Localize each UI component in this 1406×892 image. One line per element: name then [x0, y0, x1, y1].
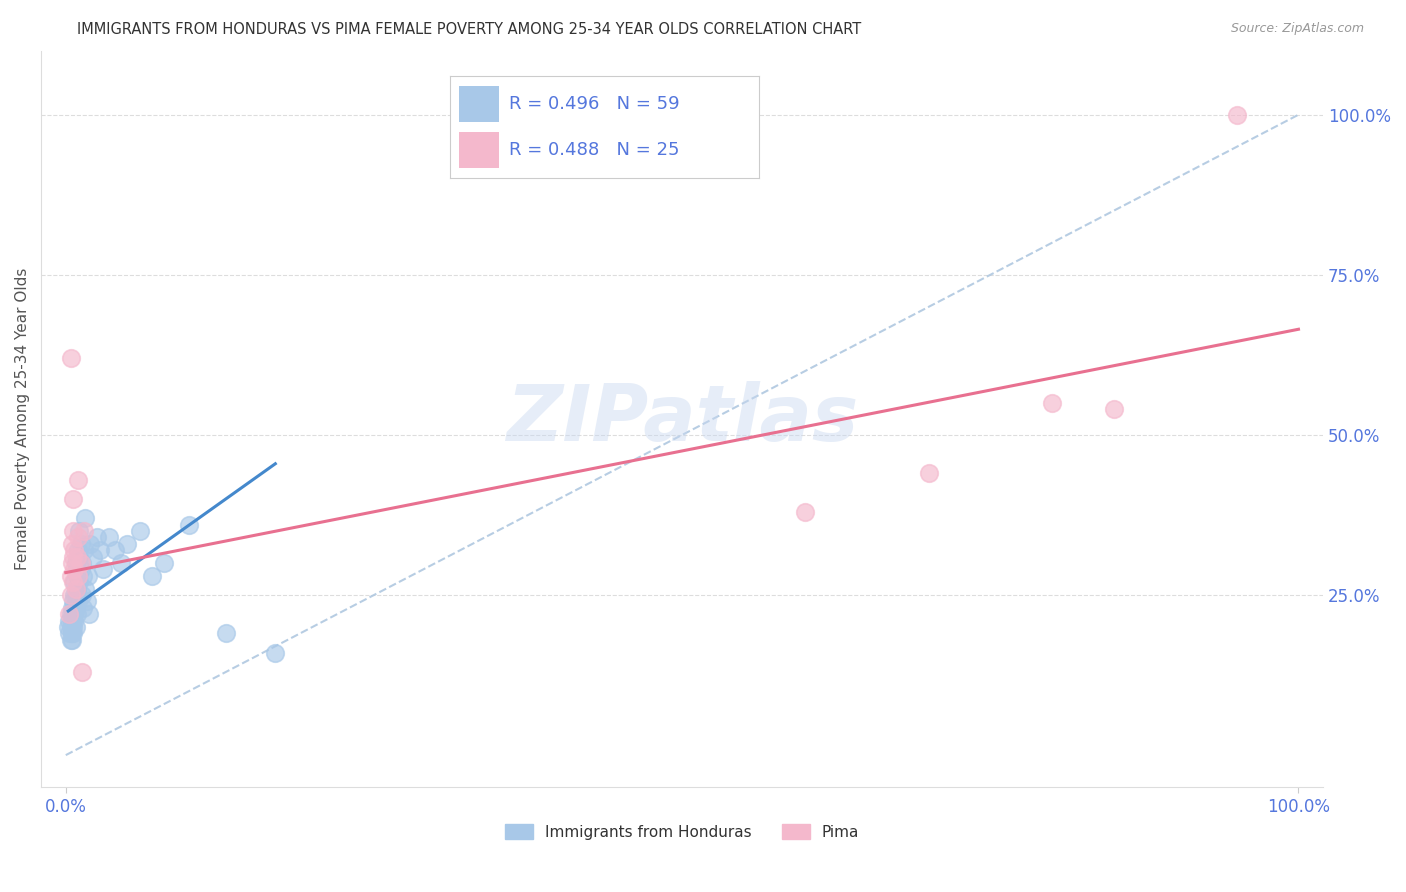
Point: [60, 600, 83, 615]
Point: [63, 588, 86, 602]
Point: [59, 620, 82, 634]
Text: R = 0.488   N = 25: R = 0.488 N = 25: [509, 141, 679, 159]
Point: [67, 575, 90, 590]
Legend: Immigrants from Honduras, Pima: Immigrants from Honduras, Pima: [499, 818, 865, 846]
Point: [65, 620, 87, 634]
Point: [65, 588, 87, 602]
Point: [60, 556, 83, 570]
Point: [1226, 108, 1249, 122]
Point: [66, 562, 89, 576]
Point: [77, 607, 100, 622]
Point: [70, 665, 93, 679]
Point: [153, 556, 176, 570]
Point: [215, 626, 238, 640]
Point: [69, 562, 91, 576]
Point: [67, 569, 90, 583]
Point: [60, 614, 83, 628]
Point: [63, 543, 86, 558]
Point: [141, 569, 163, 583]
Point: [794, 505, 817, 519]
Point: [70, 556, 93, 570]
Point: [62, 594, 84, 608]
Point: [62, 491, 84, 506]
Point: [59, 351, 82, 365]
Point: [86, 530, 108, 544]
Point: [62, 575, 84, 590]
Point: [59, 632, 82, 647]
Text: ZIPatlas: ZIPatlas: [506, 381, 858, 457]
Text: R = 0.496   N = 59: R = 0.496 N = 59: [509, 95, 679, 113]
Point: [65, 600, 87, 615]
Point: [67, 473, 90, 487]
Point: [65, 582, 87, 596]
Point: [73, 524, 96, 538]
Point: [62, 524, 84, 538]
Point: [69, 537, 91, 551]
Text: Source: ZipAtlas.com: Source: ZipAtlas.com: [1230, 22, 1364, 36]
Point: [66, 549, 89, 564]
Point: [58, 607, 80, 622]
Point: [177, 517, 200, 532]
Point: [62, 549, 84, 564]
Point: [97, 530, 120, 544]
Point: [66, 582, 89, 596]
Point: [70, 588, 93, 602]
Point: [58, 626, 80, 640]
Point: [58, 620, 80, 634]
Point: [104, 543, 127, 558]
Point: [264, 646, 287, 660]
Text: IMMIGRANTS FROM HONDURAS VS PIMA FEMALE POVERTY AMONG 25-34 YEAR OLDS CORRELATIO: IMMIGRANTS FROM HONDURAS VS PIMA FEMALE …: [77, 22, 862, 37]
Point: [63, 614, 86, 628]
Point: [60, 632, 83, 647]
Point: [67, 569, 90, 583]
Point: [67, 594, 90, 608]
Point: [63, 600, 86, 615]
Point: [62, 607, 84, 622]
Point: [62, 626, 84, 640]
Point: [75, 582, 97, 596]
Point: [110, 556, 132, 570]
Point: [128, 524, 150, 538]
Point: [63, 562, 86, 576]
Point: [89, 543, 111, 558]
Point: [59, 569, 82, 583]
Point: [76, 594, 98, 608]
Point: [66, 607, 89, 622]
Point: [73, 543, 96, 558]
Bar: [460, 87, 499, 122]
Point: [1102, 402, 1125, 417]
Point: [1040, 396, 1063, 410]
Point: [63, 607, 86, 622]
Point: [75, 511, 97, 525]
Point: [918, 467, 941, 481]
Y-axis label: Female Poverty Among 25-34 Year Olds: Female Poverty Among 25-34 Year Olds: [15, 268, 30, 570]
Point: [69, 556, 91, 570]
Point: [91, 562, 114, 576]
Point: [62, 620, 84, 634]
Point: [60, 626, 83, 640]
Point: [72, 600, 94, 615]
Point: [67, 543, 90, 558]
Point: [59, 588, 82, 602]
Point: [65, 556, 87, 570]
Point: [59, 607, 82, 622]
Point: [79, 537, 101, 551]
Point: [77, 569, 100, 583]
Point: [67, 530, 90, 544]
Bar: [460, 132, 499, 168]
Point: [67, 524, 90, 538]
Point: [72, 569, 94, 583]
Point: [60, 537, 83, 551]
Point: [63, 575, 86, 590]
Point: [82, 549, 104, 564]
Point: [67, 549, 90, 564]
Point: [58, 614, 80, 628]
Point: [117, 537, 139, 551]
